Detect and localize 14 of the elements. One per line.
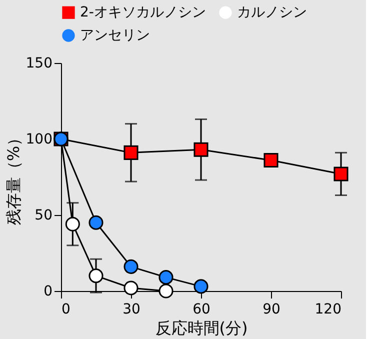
- legend-label: 2-オキソカルノシン: [80, 4, 206, 21]
- legend-label: アンセリン: [80, 28, 150, 44]
- y-tick-label: 100: [26, 132, 52, 148]
- x-tick-label: 120: [314, 302, 342, 318]
- x-tick-label: 30: [122, 302, 140, 318]
- x-tick-label: 60: [192, 302, 210, 318]
- x-tick-label: 0: [62, 302, 70, 318]
- x-axis-title: 反応時間(分): [155, 318, 248, 338]
- x-tick-label: 90: [262, 302, 280, 318]
- y-tick-label: 50: [34, 208, 52, 224]
- y-tick-label: 0: [44, 284, 52, 300]
- legend-label: カルノシン: [237, 4, 307, 21]
- y-tick-label: 150: [26, 56, 52, 72]
- y-axis-title: 残存量（%）: [4, 130, 23, 226]
